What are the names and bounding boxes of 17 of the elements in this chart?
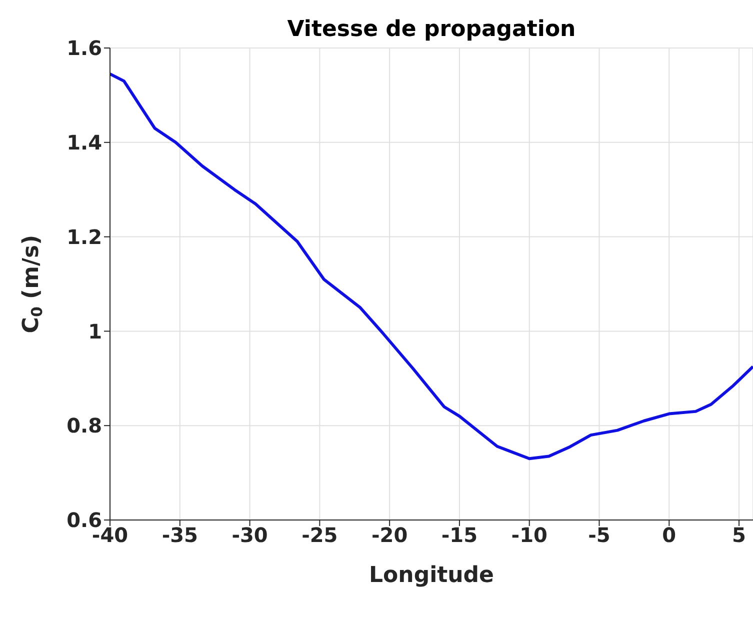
y-tick-label: 1.4 xyxy=(66,130,102,154)
x-tick-label: -5 xyxy=(588,523,610,548)
x-tick-label: -20 xyxy=(371,523,408,548)
x-axis-title: Longitude xyxy=(369,563,494,588)
y-tick-label: 1 xyxy=(88,319,102,344)
y-tick-label: 1.2 xyxy=(66,224,102,249)
y-tick-label: 1.6 xyxy=(66,36,102,60)
line-series xyxy=(110,72,753,460)
chart-title: Vitesse de propagation xyxy=(287,17,576,42)
x-tick-label: 0 xyxy=(662,523,676,548)
x-tick-label: -35 xyxy=(162,523,198,548)
x-tick-label: -15 xyxy=(441,523,478,548)
x-tick-label: -10 xyxy=(511,523,548,548)
x-tick-label: -30 xyxy=(232,523,268,548)
y-tick-label: 0.8 xyxy=(66,414,102,438)
x-tick-label: -25 xyxy=(302,523,338,548)
x-tick-label: 5 xyxy=(732,523,746,548)
